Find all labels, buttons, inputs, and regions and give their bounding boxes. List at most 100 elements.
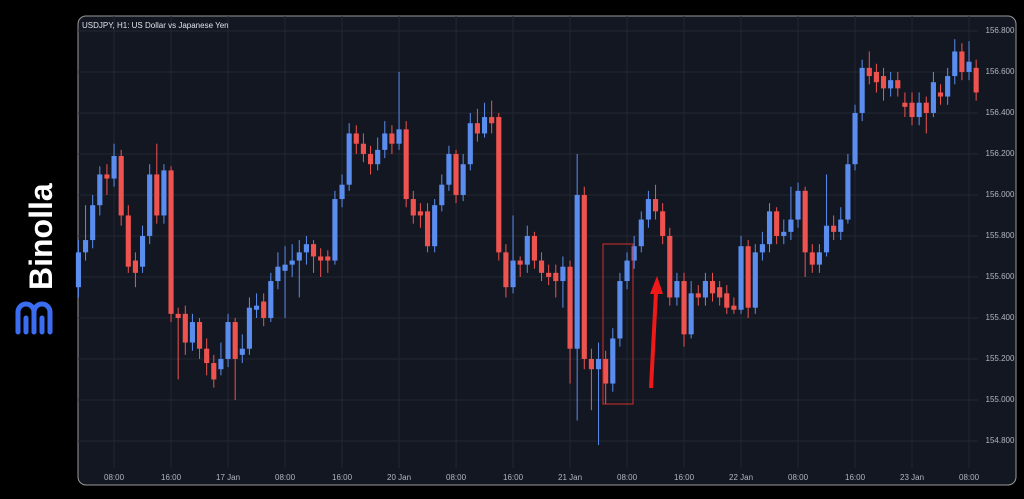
candle-body: [318, 256, 324, 261]
y-tick-label: 156.000: [986, 190, 1015, 199]
candle-body: [560, 266, 566, 282]
candle-body: [168, 170, 174, 314]
x-tick-label: 22 Jan: [729, 473, 753, 482]
brand-name: Binolla: [23, 183, 59, 290]
candle-body: [503, 252, 509, 288]
candle-body: [218, 358, 224, 370]
candle-body: [674, 281, 680, 298]
candle-body: [546, 272, 552, 277]
candle-body: [788, 219, 794, 232]
x-tick-label: 08:00: [617, 473, 638, 482]
x-tick-label: 08:00: [275, 473, 296, 482]
candle-body: [268, 281, 274, 318]
candle-body: [496, 117, 502, 253]
candle-body: [225, 322, 231, 359]
candle-body: [396, 129, 402, 144]
candle-body: [474, 123, 480, 134]
candle-body: [139, 235, 146, 267]
x-tick-label: 16:00: [503, 473, 524, 482]
candle-body: [282, 264, 288, 271]
x-tick-label: 16:00: [332, 473, 353, 482]
candle-body: [82, 240, 89, 253]
candle-body: [709, 281, 716, 294]
candle-body: [937, 92, 944, 97]
candle-body: [453, 153, 459, 195]
candle-body: [902, 102, 908, 107]
candle-body: [524, 235, 530, 265]
y-tick-label: 155.000: [986, 395, 1015, 404]
candle-body: [75, 252, 81, 288]
candle-body: [538, 260, 545, 273]
candle-body: [603, 358, 609, 384]
candle-body: [375, 149, 381, 165]
candle-body: [303, 244, 309, 253]
logo-arch: [31, 301, 53, 335]
candle-body: [823, 225, 830, 253]
candle-body: [880, 76, 887, 89]
candle-body: [610, 338, 616, 384]
candle-body: [909, 102, 915, 118]
x-tick-label: 08:00: [788, 473, 809, 482]
candle-body: [346, 133, 352, 185]
candle-body: [489, 117, 495, 124]
candle-body: [952, 51, 958, 77]
candle-body: [446, 153, 452, 185]
candle-body: [132, 260, 138, 273]
x-tick-label: 08:00: [959, 473, 980, 482]
candle-body: [460, 164, 466, 195]
candle-body: [852, 112, 858, 165]
highlight-box: [602, 243, 634, 405]
candle-body: [310, 244, 317, 257]
candle-body: [296, 252, 302, 261]
candle-body: [624, 260, 630, 282]
candle-body: [161, 170, 167, 216]
candle-body: [510, 260, 516, 288]
candle-body: [745, 246, 751, 308]
candle-body: [467, 123, 473, 165]
x-tick-label: 20 Jan: [387, 473, 411, 482]
candle-body: [838, 219, 844, 232]
candle-body: [581, 194, 587, 359]
candle-body: [866, 67, 872, 77]
candle-body: [90, 205, 96, 241]
candle-body: [930, 82, 936, 113]
y-tick-label: 154.800: [986, 436, 1015, 445]
y-tick-label: 156.800: [986, 26, 1015, 35]
candle-body: [774, 211, 780, 236]
candle-body: [246, 307, 252, 349]
x-tick-label: 16:00: [674, 473, 695, 482]
candle-body: [517, 260, 523, 265]
candle-body: [424, 211, 431, 247]
candle-body: [916, 102, 922, 118]
candle-body: [724, 293, 730, 308]
candle-body: [959, 51, 965, 72]
candle-body: [738, 246, 744, 310]
candle-body: [332, 199, 338, 261]
candles: [75, 39, 979, 446]
candle-body: [553, 272, 559, 282]
y-tick-label: 155.600: [986, 272, 1015, 281]
candle-body: [660, 211, 666, 236]
candle-body: [923, 102, 929, 113]
candle-body: [97, 174, 103, 206]
candle-body: [645, 199, 651, 220]
candle-body: [339, 184, 345, 200]
axes: 156.800 156.600 156.400 156.200 156.000 155.8…: [104, 26, 1015, 482]
arrow-shaft: [649, 291, 658, 389]
x-tick-label: 17 Jan: [216, 473, 240, 482]
candle-body: [888, 80, 894, 89]
candle-body: [389, 133, 395, 144]
candle-body: [531, 235, 537, 261]
candle-body: [895, 80, 901, 89]
brand-logo: [15, 301, 53, 335]
candle-body: [253, 305, 260, 310]
candle-body: [781, 231, 787, 236]
candle-body: [367, 153, 374, 165]
candle-body: [631, 246, 637, 261]
y-tick-label: 156.400: [986, 108, 1015, 117]
candle-body: [945, 76, 951, 97]
x-tick-label: 21 Jan: [558, 473, 582, 482]
x-tick-label: 08:00: [446, 473, 467, 482]
candle-body: [831, 225, 837, 232]
candle-body: [795, 190, 801, 220]
